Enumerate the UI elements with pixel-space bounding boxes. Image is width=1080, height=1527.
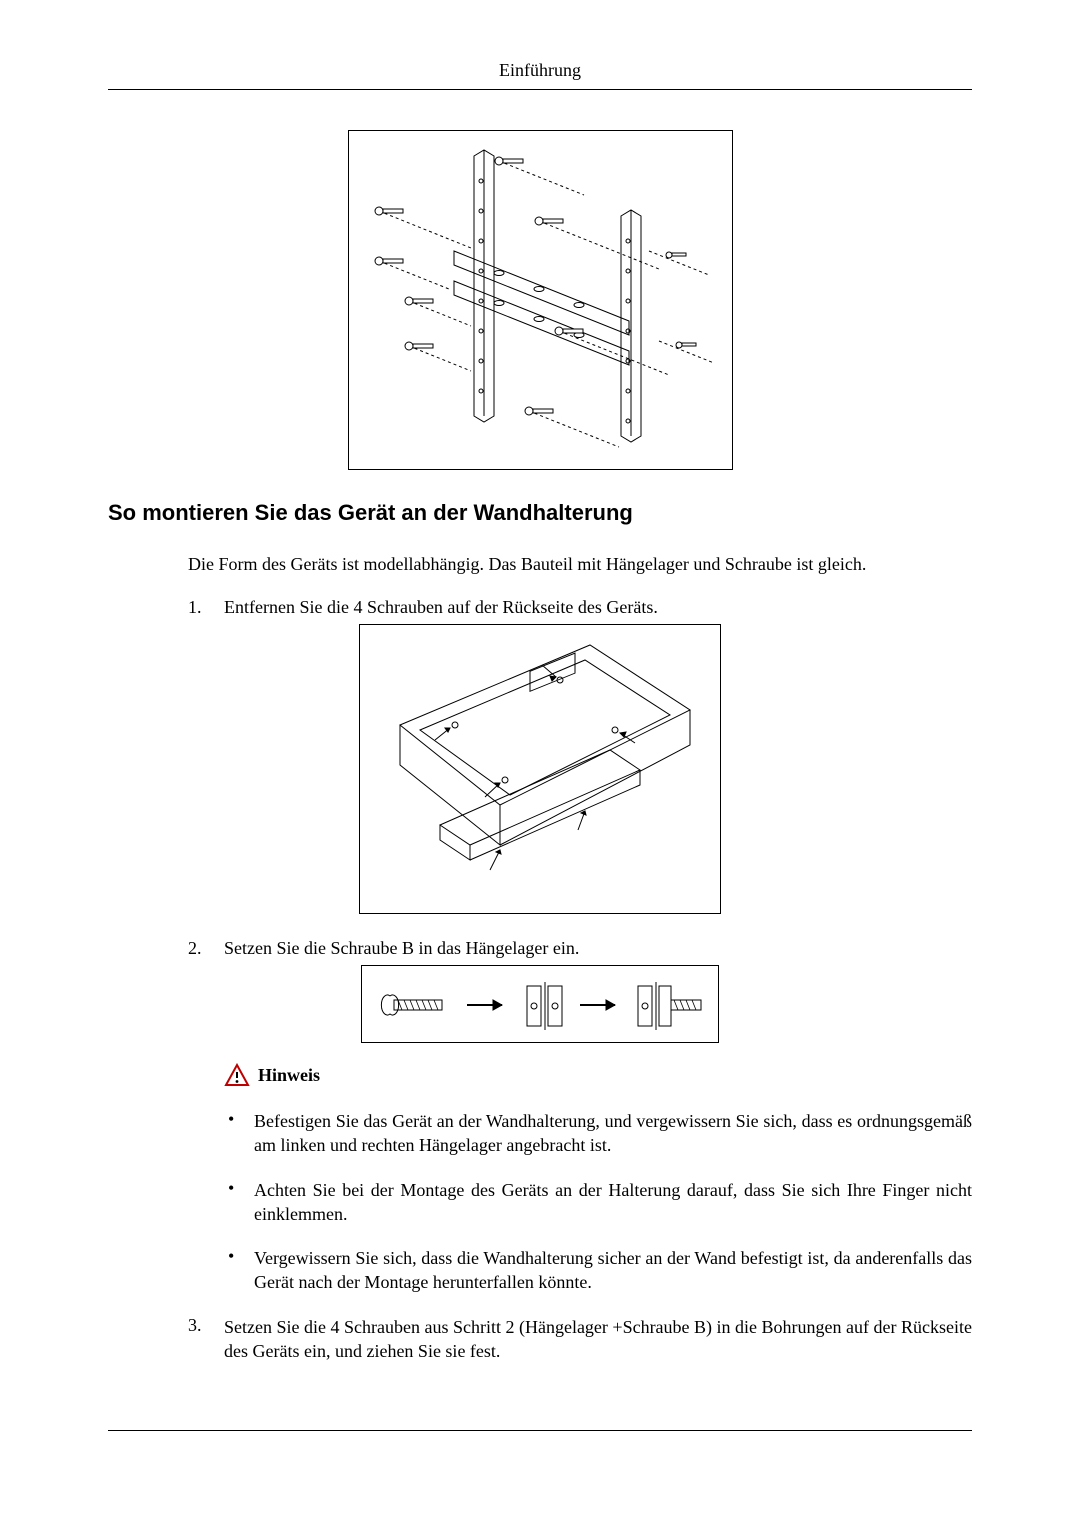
- warning-icon: [224, 1063, 250, 1087]
- figure-screw-insert: [361, 965, 719, 1043]
- screw-insert-svg: [362, 966, 720, 1044]
- intro-text: Die Form des Geräts ist modellabhängig. …: [188, 554, 972, 575]
- step-2-text: Setzen Sie die Schraube B in das Hängela…: [224, 938, 972, 959]
- figure-device-back: [359, 624, 721, 914]
- step-2-number: 2.: [188, 938, 224, 959]
- bullet-3-text: Vergewissern Sie sich, dass die Wandhalt…: [254, 1246, 972, 1295]
- step-1-number: 1.: [188, 597, 224, 618]
- bracket-exploded-svg: [349, 131, 734, 471]
- step-1: 1. Entfernen Sie die 4 Schrauben auf der…: [188, 597, 972, 618]
- figure-bracket-exploded: [348, 130, 733, 470]
- footer-rule: [108, 1430, 972, 1431]
- bullet-dot: •: [224, 1109, 254, 1158]
- bullet-1: • Befestigen Sie das Gerät an der Wandha…: [224, 1109, 972, 1158]
- bullet-3: • Vergewissern Sie sich, dass die Wandha…: [224, 1246, 972, 1295]
- device-back-svg: [360, 625, 722, 915]
- page-header: Einführung: [108, 60, 972, 90]
- step-1-text: Entfernen Sie die 4 Schrauben auf der Rü…: [224, 597, 972, 618]
- header-title: Einführung: [499, 60, 581, 80]
- hinweis-label: Hinweis: [258, 1065, 320, 1086]
- section-title: So montieren Sie das Gerät an der Wandha…: [108, 500, 972, 526]
- page: Einführung: [0, 0, 1080, 1429]
- step-3-number: 3.: [188, 1315, 224, 1364]
- hinweis-row: Hinweis: [224, 1063, 972, 1087]
- bullet-dot: •: [224, 1246, 254, 1295]
- bullet-2-text: Achten Sie bei der Montage des Geräts an…: [254, 1178, 972, 1227]
- bullet-dot: •: [224, 1178, 254, 1227]
- step-2: 2. Setzen Sie die Schraube B in das Häng…: [188, 938, 972, 959]
- step-3: 3. Setzen Sie die 4 Schrauben aus Schrit…: [188, 1315, 972, 1364]
- bullet-2: • Achten Sie bei der Montage des Geräts …: [224, 1178, 972, 1227]
- step-3-text: Setzen Sie die 4 Schrauben aus Schritt 2…: [224, 1315, 972, 1364]
- bullet-1-text: Befestigen Sie das Gerät an der Wandhalt…: [254, 1109, 972, 1158]
